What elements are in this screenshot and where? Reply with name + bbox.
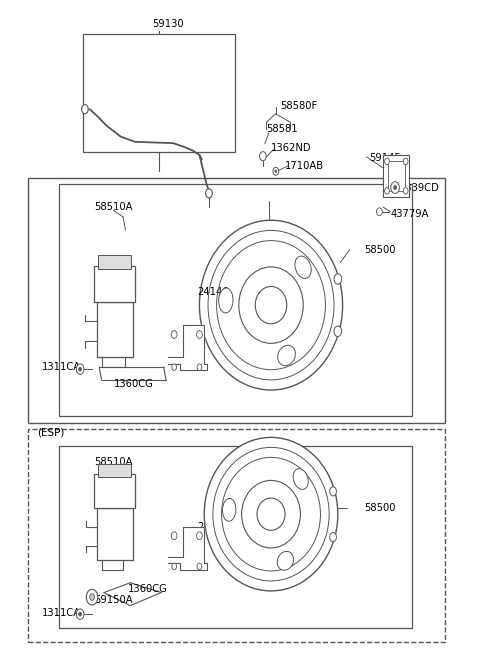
- Circle shape: [376, 208, 382, 216]
- Circle shape: [275, 170, 277, 173]
- Circle shape: [403, 188, 408, 194]
- Circle shape: [79, 612, 82, 616]
- Text: 59110B: 59110B: [245, 300, 283, 310]
- Text: 59150A: 59150A: [95, 596, 133, 605]
- Text: 43779A: 43779A: [390, 209, 429, 218]
- Circle shape: [384, 158, 389, 165]
- Circle shape: [171, 331, 177, 338]
- Bar: [98, 464, 131, 477]
- Text: 58581: 58581: [266, 124, 298, 134]
- Polygon shape: [168, 527, 206, 569]
- Ellipse shape: [277, 552, 294, 570]
- Text: 58500: 58500: [364, 502, 396, 512]
- Ellipse shape: [257, 498, 285, 530]
- Text: 1362ND: 1362ND: [271, 144, 312, 154]
- Bar: [97, 302, 132, 358]
- Circle shape: [273, 167, 279, 175]
- Circle shape: [197, 532, 202, 540]
- Bar: [28, 429, 445, 642]
- Circle shape: [76, 609, 84, 619]
- Text: 58510A: 58510A: [95, 202, 133, 212]
- Text: 58580F: 58580F: [281, 101, 318, 111]
- Ellipse shape: [199, 220, 343, 390]
- Bar: [95, 474, 135, 508]
- Circle shape: [334, 274, 342, 284]
- Text: 1311CA: 1311CA: [42, 362, 81, 372]
- Bar: [59, 184, 412, 416]
- Circle shape: [171, 532, 177, 540]
- Circle shape: [260, 152, 266, 161]
- Ellipse shape: [255, 287, 287, 324]
- Circle shape: [197, 364, 202, 371]
- Text: 1360CG: 1360CG: [128, 584, 168, 594]
- Text: 59145: 59145: [369, 153, 401, 163]
- Circle shape: [330, 487, 336, 496]
- Circle shape: [391, 182, 399, 194]
- Bar: [383, 155, 409, 197]
- Polygon shape: [168, 325, 206, 371]
- Circle shape: [394, 186, 396, 190]
- Bar: [98, 255, 131, 269]
- Ellipse shape: [204, 438, 338, 591]
- Ellipse shape: [293, 469, 308, 489]
- Ellipse shape: [295, 256, 311, 278]
- Circle shape: [197, 563, 202, 569]
- Circle shape: [384, 188, 389, 194]
- Circle shape: [79, 367, 82, 371]
- Ellipse shape: [239, 267, 303, 343]
- Bar: [83, 34, 235, 152]
- Bar: [388, 161, 405, 191]
- Text: 1360CG: 1360CG: [114, 379, 154, 388]
- Bar: [95, 266, 135, 302]
- Text: 1710AB: 1710AB: [285, 161, 324, 171]
- Circle shape: [172, 563, 177, 569]
- Text: 24146: 24146: [197, 287, 228, 297]
- Circle shape: [86, 589, 98, 605]
- Circle shape: [90, 594, 95, 600]
- Text: 59110B: 59110B: [245, 535, 283, 545]
- Circle shape: [172, 364, 177, 371]
- Text: 59130: 59130: [152, 19, 183, 30]
- Ellipse shape: [241, 480, 300, 548]
- Circle shape: [330, 533, 336, 542]
- Circle shape: [82, 104, 88, 113]
- Text: 24146: 24146: [197, 522, 228, 532]
- Circle shape: [403, 158, 408, 165]
- Text: 58500: 58500: [364, 245, 396, 255]
- Text: 1311CA: 1311CA: [42, 609, 81, 619]
- Ellipse shape: [223, 499, 236, 522]
- Text: 1339CD: 1339CD: [400, 182, 440, 193]
- Circle shape: [205, 189, 212, 198]
- Ellipse shape: [219, 288, 233, 313]
- Bar: [59, 445, 412, 628]
- Ellipse shape: [277, 345, 295, 365]
- Circle shape: [76, 364, 84, 375]
- Circle shape: [197, 331, 202, 338]
- Circle shape: [334, 326, 342, 337]
- Text: 58510A: 58510A: [95, 457, 133, 467]
- Bar: [97, 508, 132, 560]
- Bar: [28, 178, 445, 422]
- Text: (ESP): (ESP): [37, 428, 64, 438]
